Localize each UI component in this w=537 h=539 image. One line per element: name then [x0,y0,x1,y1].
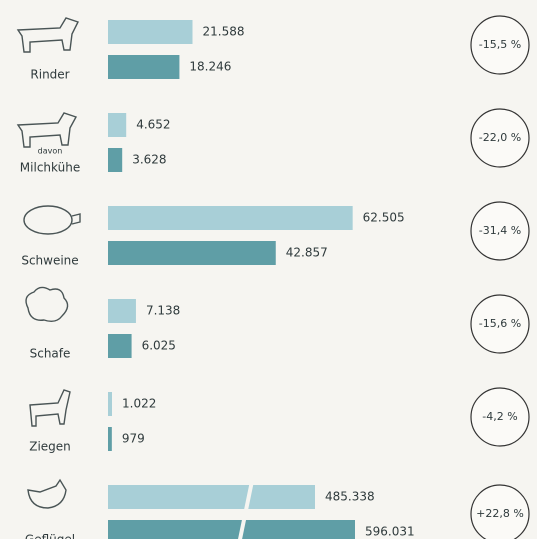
bar [108,299,136,323]
bar [108,520,355,539]
value-label: 596.031 [365,525,415,539]
change-label: -15,5 % [479,38,521,51]
category-label: Schafe [30,347,71,361]
bar [108,148,122,172]
bar [108,241,276,265]
bar [108,485,315,509]
bar [108,427,112,451]
bar [108,206,353,230]
category-label: Ziegen [29,440,71,454]
background [0,0,537,539]
bar [108,334,132,358]
change-label: +22,8 % [476,507,524,520]
change-label: -15,6 % [479,317,521,330]
value-label: 4.652 [136,118,170,132]
bar [108,392,112,416]
value-label: 485.338 [325,490,375,504]
value-label: 42.857 [286,246,328,260]
bar [108,20,193,44]
change-label: -22,0 % [479,131,521,144]
bar [108,113,126,137]
change-label: -31,4 % [479,224,521,237]
change-label: -4,2 % [482,410,517,423]
category-label: Geflügel [25,533,75,539]
value-label: 21.588 [203,25,245,39]
value-label: 7.138 [146,304,180,318]
value-label: 62.505 [363,211,405,225]
category-label: Schweine [21,254,78,268]
value-label: 6.025 [142,339,176,353]
category-label: Rinder [30,68,69,82]
chart: Rinder 21.588 18.246 -15,5 % davon Milchkühe 4… [0,0,537,539]
value-label: 1.022 [122,397,156,411]
value-label: 18.246 [189,60,231,74]
value-label: 979 [122,432,145,446]
category-note: davon [38,147,63,156]
value-label: 3.628 [132,153,166,167]
bar [108,55,179,79]
category-label: Milchkühe [20,161,80,175]
